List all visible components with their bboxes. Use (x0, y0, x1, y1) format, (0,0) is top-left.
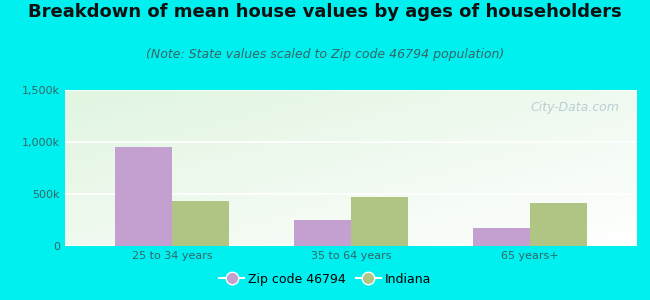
Bar (530, 203, 587, 246)
Text: Breakdown of mean house values by ages of householders: Breakdown of mean house values by ages o… (28, 3, 622, 21)
Text: (Note: State values scaled to Zip code 46794 population): (Note: State values scaled to Zip code 4… (146, 48, 504, 61)
Bar (115, 147, 172, 246)
Bar (294, 220, 351, 246)
Legend: Zip code 46794, Indiana: Zip code 46794, Indiana (214, 268, 436, 291)
Bar (351, 197, 408, 246)
Bar (172, 201, 229, 246)
Text: City-Data.com: City-Data.com (531, 101, 620, 114)
Bar (473, 228, 530, 246)
